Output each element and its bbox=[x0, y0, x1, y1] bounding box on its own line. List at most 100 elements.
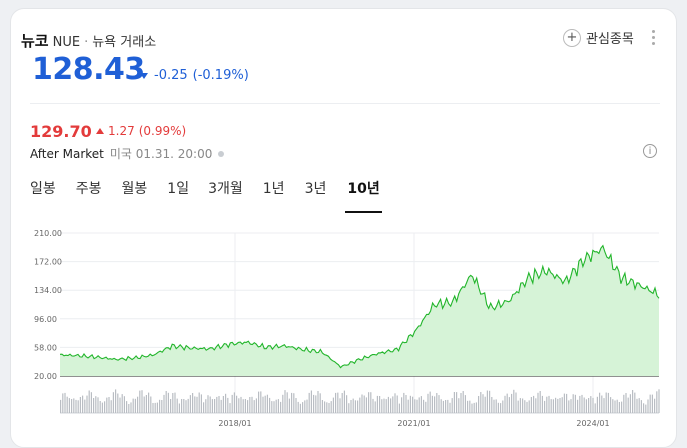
tab-3y[interactable]: 3년 bbox=[304, 181, 327, 197]
volume-bar bbox=[583, 397, 585, 413]
volume-bar bbox=[504, 395, 506, 413]
volume-bar bbox=[211, 399, 213, 413]
volume-bar bbox=[511, 393, 513, 413]
stock-exchange: 뉴욕 거래소 bbox=[92, 35, 157, 50]
volume-bar bbox=[75, 399, 77, 413]
volume-bar bbox=[216, 396, 218, 413]
x-tick-label: 2018/01 bbox=[218, 419, 251, 428]
add-watchlist-button[interactable]: + 관심종목 bbox=[563, 28, 634, 47]
price-chart[interactable]: 210.00 172.00 134.00 96.00 58.00 20.00 2018/01… bbox=[0, 0, 687, 439]
volume-bar bbox=[453, 392, 455, 413]
after-market-change-pct: (0.99%) bbox=[138, 124, 187, 138]
volume-bar bbox=[339, 398, 341, 413]
tab-monthly[interactable]: 월봉 bbox=[121, 181, 148, 197]
stock-header: 뉴코 NUE · 뉴욕 거래소 bbox=[21, 30, 156, 51]
volume-bar bbox=[610, 397, 612, 413]
volume-bar bbox=[71, 399, 73, 413]
volume-bar bbox=[572, 394, 574, 413]
volume-bar bbox=[636, 398, 638, 413]
volume-bar bbox=[255, 398, 257, 413]
volume-bar bbox=[405, 395, 407, 413]
volume-bar bbox=[328, 403, 330, 413]
info-icon[interactable]: i bbox=[643, 144, 657, 158]
tab-10y[interactable]: 10년 bbox=[345, 178, 383, 213]
volume-bar bbox=[306, 399, 308, 413]
volume-bar bbox=[365, 397, 367, 413]
volume-bar bbox=[632, 390, 634, 413]
volume-bar bbox=[535, 398, 537, 413]
volume-bar bbox=[319, 393, 321, 413]
volume-bar bbox=[332, 397, 334, 413]
volume-bar bbox=[456, 392, 458, 413]
volume-bar bbox=[106, 397, 108, 413]
volume-bar bbox=[244, 399, 246, 413]
volume-bar bbox=[625, 393, 627, 413]
x-tick-label: 2021/01 bbox=[397, 419, 430, 428]
volume-bar bbox=[266, 394, 268, 413]
volume-bar bbox=[350, 400, 352, 413]
volume-bar bbox=[176, 398, 178, 413]
volume-bar bbox=[436, 393, 438, 413]
volume-bar bbox=[500, 403, 502, 413]
volume-bar bbox=[189, 395, 191, 413]
volume-bar bbox=[398, 403, 400, 413]
volume-bar bbox=[231, 394, 233, 413]
volume-bar bbox=[152, 403, 154, 413]
volume-bar bbox=[407, 399, 409, 413]
price-change-value: -0.25 bbox=[154, 68, 188, 83]
volume-bar bbox=[643, 403, 645, 413]
volume-bar bbox=[491, 397, 493, 413]
tab-3m[interactable]: 3개월 bbox=[208, 181, 243, 197]
volume-bar bbox=[447, 399, 449, 413]
chart-area bbox=[59, 244, 660, 376]
volume-bar bbox=[260, 391, 262, 413]
volume-bar bbox=[414, 399, 416, 413]
volume-bar bbox=[623, 394, 625, 413]
volume-bar bbox=[174, 392, 176, 413]
tab-1d[interactable]: 1일 bbox=[167, 181, 190, 197]
volume-bar bbox=[601, 395, 603, 413]
volume-bar bbox=[376, 395, 378, 413]
volume-bar bbox=[629, 394, 631, 413]
volume-bar bbox=[438, 395, 440, 413]
volume-bar bbox=[392, 396, 394, 413]
volume-bar bbox=[612, 399, 614, 413]
x-tick-label: 2024/01 bbox=[576, 419, 609, 428]
after-market-price: 129.70 bbox=[30, 122, 92, 141]
volume-bar bbox=[379, 396, 381, 413]
volume-bar bbox=[374, 401, 376, 413]
volume-bar bbox=[524, 400, 526, 413]
volume-bar bbox=[286, 392, 288, 413]
volume-bar bbox=[574, 394, 576, 413]
volume-bar bbox=[196, 396, 198, 413]
volume-bar bbox=[214, 399, 216, 413]
volume-bar bbox=[418, 397, 420, 413]
volume-bar bbox=[251, 396, 253, 413]
volume-bar bbox=[480, 392, 482, 413]
tab-weekly[interactable]: 주봉 bbox=[75, 181, 102, 197]
volume-bar bbox=[440, 399, 442, 413]
volume-bar bbox=[227, 397, 229, 413]
volume-bar bbox=[119, 397, 121, 413]
volume-bar bbox=[86, 395, 88, 413]
volume-bar bbox=[649, 394, 651, 413]
volume-bar bbox=[93, 398, 95, 413]
more-options-icon[interactable] bbox=[652, 30, 656, 45]
down-arrow-icon bbox=[140, 72, 148, 79]
volume-bar bbox=[458, 398, 460, 413]
volume-bar bbox=[82, 395, 84, 413]
volume-bar bbox=[143, 396, 145, 413]
volume-bar bbox=[370, 392, 372, 413]
volume-bar bbox=[383, 398, 385, 413]
volume-bar bbox=[284, 390, 286, 413]
volume-bar bbox=[264, 395, 266, 413]
volume-bar bbox=[467, 400, 469, 413]
volume-bar bbox=[361, 394, 363, 413]
volume-bar bbox=[396, 395, 398, 413]
volume-bar bbox=[104, 401, 106, 413]
volume-bar bbox=[517, 400, 519, 413]
tab-1y[interactable]: 1년 bbox=[262, 181, 285, 197]
tab-daily[interactable]: 일봉 bbox=[30, 181, 56, 197]
volume-bar bbox=[247, 400, 249, 413]
volume-bar bbox=[170, 399, 172, 413]
